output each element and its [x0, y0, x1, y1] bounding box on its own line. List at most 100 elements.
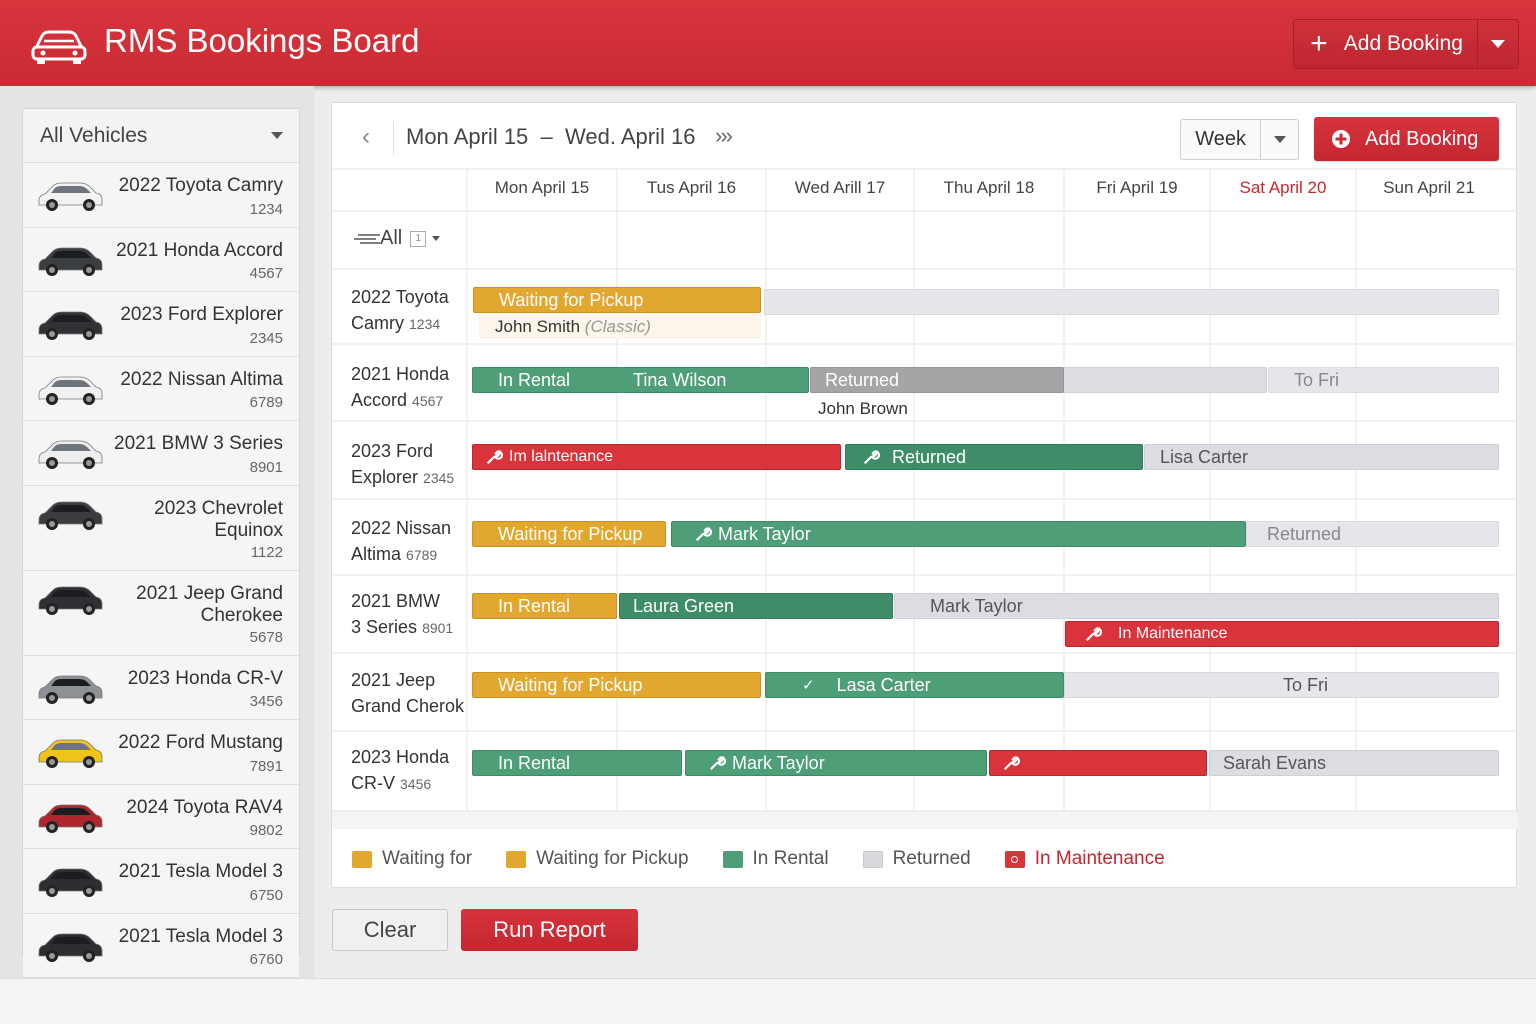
booking-bar-waiting[interactable]: Waiting for Pickup [472, 521, 666, 547]
row-label: 2021 Honda Accord 4567 [351, 361, 449, 414]
filter-lines-icon [354, 233, 380, 244]
booking-bar-returned[interactable]: To Fri [1268, 367, 1499, 393]
row-label: 2023 Honda CR-V 3456 [351, 744, 449, 797]
bookings-board: ‹ Mon April 15 – Wed. April 16 ››› Week … [331, 102, 1518, 888]
vehicle-number: 6789 [249, 394, 283, 411]
next-week-button[interactable]: ››› [715, 123, 733, 148]
range-end: Wed. April 16 [565, 124, 696, 149]
row-filter-dropdown[interactable]: All 1 [354, 227, 441, 250]
legend-swatch [352, 850, 372, 868]
booking-bar-returned[interactable]: Returned [845, 444, 1143, 470]
row-label-line2: CR-V [351, 773, 395, 793]
booking-bar-rental[interactable]: ✓ Lasa Carter [765, 672, 1064, 698]
vehicle-filter-dropdown[interactable]: All Vehicles [23, 109, 299, 163]
vehicle-item[interactable]: 2023 Honda CR-V 3456 [23, 655, 299, 720]
row-label-line2: Camry [351, 313, 404, 333]
check-icon: ✓ [802, 677, 815, 694]
app-title: RMS Bookings Board [104, 22, 420, 59]
car-thumbnail-icon [38, 311, 103, 340]
vehicle-number: 9802 [249, 822, 283, 839]
row-label-number: 4567 [412, 393, 444, 409]
booking-bar-rental[interactable]: In Rental [472, 593, 617, 619]
row-label: 2022 Nissan Altima 6789 [351, 515, 451, 568]
row-label-line1: 2022 Nissan [351, 518, 452, 538]
view-select-caret[interactable] [1260, 120, 1298, 159]
vehicle-name: 2022 Toyota Camry [118, 175, 283, 196]
booking-bar-maintenance[interactable]: Im lalntenance [472, 444, 841, 470]
booking-bar-rental[interactable]: In Rental [472, 750, 682, 776]
booking-bar-returned[interactable]: Lisa Carter [1144, 444, 1499, 470]
vehicle-name: 2021 Tesla Model 3 [118, 925, 283, 947]
booking-bar-rental[interactable]: Laura Green [619, 593, 893, 619]
row-label-line1: 2023 Honda [351, 747, 450, 767]
legend-label: In Maintenance [1034, 848, 1165, 869]
vehicle-item[interactable]: 2021 BMW 3 Series 8901 [23, 421, 299, 486]
booking-detail-bg [479, 313, 761, 339]
row-label-line2: Accord [351, 390, 408, 410]
clear-button[interactable]: Clear [332, 909, 448, 951]
booking-bar-returned [1060, 367, 1267, 393]
add-booking-label: Add Booking [1365, 127, 1479, 150]
booking-bar-maintenance[interactable] [989, 750, 1207, 776]
car-thumbnail-icon [38, 804, 103, 833]
header-add-booking-button[interactable]: + Add Booking [1293, 19, 1519, 69]
header-add-booking-dropdown[interactable] [1477, 20, 1518, 68]
legend: Waiting for Waiting for Pickup In Rental… [352, 848, 1199, 870]
booking-bar-returned[interactable]: Returned [810, 367, 1064, 393]
booking-bar-rental[interactable]: In Rental Tina Wilson [472, 367, 809, 393]
prev-week-button[interactable]: ‹ [362, 123, 370, 150]
vehicle-item[interactable]: 2024 Toyota RAV4 9802 [23, 784, 299, 849]
booking-bar-returned[interactable]: Returned [1246, 521, 1499, 547]
legend-label: In Rental [752, 848, 829, 869]
car-thumbnail-icon [38, 501, 103, 530]
footer [0, 978, 1536, 1024]
vehicle-item[interactable]: 2021 Honda Accord 4567 [23, 227, 299, 292]
row-label-line1: 2022 Toyota [351, 287, 449, 307]
booking-bar-rental[interactable]: Mark Taylor [685, 750, 987, 776]
vehicle-number: 6750 [249, 886, 283, 904]
legend-item: In Maintenance [1004, 848, 1165, 870]
day-header-fri: Fri April 19 [1096, 178, 1178, 197]
row-label-number: 8901 [422, 620, 454, 636]
vehicle-item[interactable]: 2022 Nissan Altima 6789 [23, 356, 299, 421]
chevron-down-icon [1273, 136, 1286, 143]
vehicle-name: 2021 Honda Accord [116, 239, 283, 261]
booking-bar-returned[interactable]: Sarah Evans [1209, 750, 1499, 776]
booking-label: In Rental [498, 595, 571, 616]
vehicle-item[interactable]: 2023 Chevrolet Equinox 1122 [23, 485, 299, 571]
header-add-booking-label: Add Booking [1343, 32, 1463, 55]
booking-bar-returned[interactable]: To Fri [1064, 672, 1499, 698]
row-filter-label: All [380, 227, 403, 249]
vehicle-filter-label: All Vehicles [40, 123, 148, 147]
wrench-icon [1003, 756, 1020, 771]
view-select-value: Week [1195, 128, 1247, 150]
row-label: 2021 Jeep Grand Cherok [351, 667, 464, 720]
vehicle-item[interactable]: 2021 Tesla Model 3 6750 [23, 849, 299, 914]
vehicle-item[interactable]: 2023 Ford Explorer 2345 [23, 292, 299, 357]
vehicle-item[interactable]: 2021 Tesla Model 3 6760 [23, 913, 299, 978]
legend-swatch [722, 850, 743, 868]
car-thumbnail-icon [38, 739, 103, 768]
vehicle-item[interactable]: 2022 Toyota Camry 1234 [23, 163, 299, 228]
booking-bar-waiting[interactable]: Waiting for Pickup [472, 672, 761, 698]
vehicle-name: 2024 Toyota RAV4 [126, 796, 283, 818]
car-thumbnail-icon [38, 868, 103, 897]
run-report-button[interactable]: Run Report [461, 909, 638, 951]
booking-bar-maintenance[interactable]: In Maintenance [1065, 621, 1499, 647]
calendar-grid [332, 168, 1518, 829]
customer-name: John Smith [495, 317, 581, 336]
booking-bar-rental[interactable]: Mark Taylor [671, 521, 1246, 547]
vehicle-name: 2023 Ford Explorer [120, 304, 283, 325]
chevron-down-icon [1491, 40, 1506, 48]
booking-bar-returned[interactable]: Mark Taylor [894, 593, 1499, 619]
vehicle-number: 1122 [250, 543, 283, 561]
booking-bar-waiting[interactable]: Waiting for Pickup [473, 287, 761, 313]
vehicle-item[interactable]: 2022 Ford Mustang 7891 [23, 720, 299, 785]
car-thumbnail-icon [38, 440, 103, 469]
vehicle-item[interactable]: 2021 Jeep Grand Cherokee 5678 [23, 570, 299, 656]
add-booking-button[interactable]: Add Booking [1314, 117, 1499, 161]
view-select[interactable]: Week [1180, 119, 1299, 160]
booking-label: In Rental [498, 369, 571, 390]
vehicle-number: 2345 [249, 329, 283, 347]
vehicle-name: 2023 Honda CR-V [127, 667, 283, 689]
